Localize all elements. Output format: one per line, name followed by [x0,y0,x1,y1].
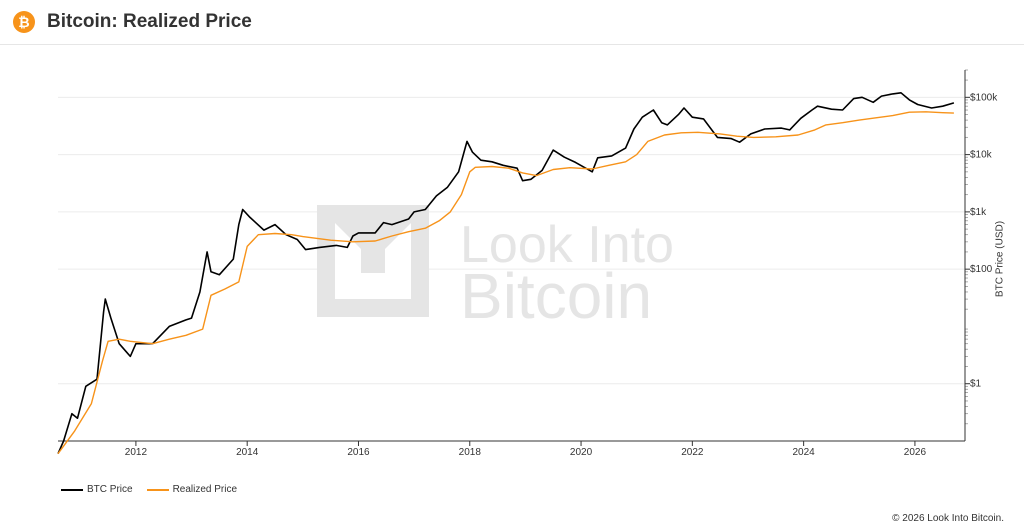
axes: $1 $100 $1k $10k $100k 2012 2014 2016 2018 2020 20… [58,69,998,458]
legend-item-btc-price[interactable]: BTC Price [61,484,133,495]
y-tick-label-0: $1 [970,379,982,390]
watermark-text-2: Bitcoin [460,260,652,332]
x-tick-label-0: 2012 [125,447,148,458]
y-tick-label-4: $100k [970,92,998,103]
series-line-btc-price[interactable] [57,92,955,455]
realized-price-chart[interactable]: Look Into Bitcoin $1 $100 $1k $10k $100k 2012… [0,46,1024,476]
header: ₿ Bitcoin: Realized Price [0,0,1024,45]
series-line-realized-price[interactable] [57,111,954,455]
x-tick-label-4: 2020 [570,447,593,458]
series-lines [57,92,955,455]
legend-label-realized-price: Realized Price [172,484,238,495]
legend-swatch-btc-price [61,488,83,491]
legend: BTC Price Realized Price [61,484,251,495]
x-tick-label-6: 2024 [793,447,816,458]
y-tick-label-2: $1k [970,207,987,218]
watermark-logo: Look Into Bitcoin [317,205,674,332]
grid [58,96,965,385]
bitcoin-icon: ₿ [13,11,35,33]
page-title: Bitcoin: Realized Price [47,11,252,32]
x-tick-label-5: 2022 [681,447,704,458]
x-tick-label-7: 2026 [904,447,927,458]
legend-item-realized-price[interactable]: Realized Price [146,484,238,495]
watermark-square-icon [317,205,429,317]
x-tick-label-1: 2014 [236,447,259,458]
legend-swatch-realized-price [146,488,169,491]
y-tick-label-1: $100 [970,264,993,275]
y-tick-label-3: $10k [970,150,993,161]
copyright: © 2026 Look Into Bitcoin. [892,513,1004,524]
x-tick-label-2: 2016 [347,447,370,458]
y-axis-title: BTC Price (USD) [994,220,1006,298]
watermark-text-1: Look Into [460,216,674,274]
x-tick-label-3: 2018 [459,447,482,458]
legend-label-btc-price: BTC Price [87,484,133,495]
